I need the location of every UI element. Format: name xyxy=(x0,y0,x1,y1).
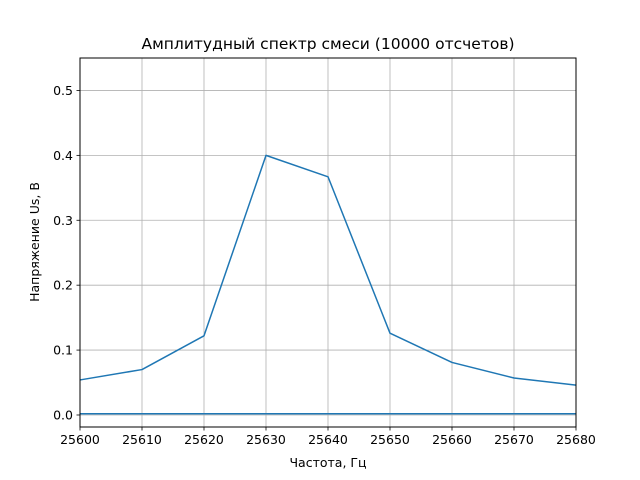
grid xyxy=(79,58,577,427)
x-tick-label: 25600 xyxy=(60,432,100,447)
y-tick-label: 0.0 xyxy=(53,407,73,422)
series-layer xyxy=(79,154,577,415)
x-tick-label: 25620 xyxy=(184,432,224,447)
y-tick-label: 0.4 xyxy=(53,148,73,163)
x-axis: 25600 25610 25620 25630 25640 25650 25660 25670… xyxy=(60,427,596,447)
x-tick-label: 25630 xyxy=(246,432,286,447)
y-tick-label: 0.2 xyxy=(53,278,73,293)
x-tick-label: 25610 xyxy=(122,432,162,447)
x-axis-label: Частота, Гц xyxy=(289,455,366,470)
y-axis-label: Напряжение Us, В xyxy=(27,182,42,302)
y-tick-label: 0.1 xyxy=(53,343,73,358)
y-axis: 0.0 0.1 0.2 0.3 0.4 0.5 xyxy=(53,83,80,422)
x-tick-label: 25650 xyxy=(370,432,410,447)
x-tick-label: 25680 xyxy=(556,432,596,447)
x-tick-label: 25670 xyxy=(494,432,534,447)
x-tick-label: 25660 xyxy=(432,432,472,447)
x-tick-label: 25640 xyxy=(308,432,348,447)
series-line-1 xyxy=(79,154,577,386)
chart-title: Амплитудный спектр смеси (10000 отсчетов… xyxy=(141,35,514,53)
y-tick-label: 0.3 xyxy=(53,213,73,228)
y-tick-label: 0.5 xyxy=(53,83,73,98)
